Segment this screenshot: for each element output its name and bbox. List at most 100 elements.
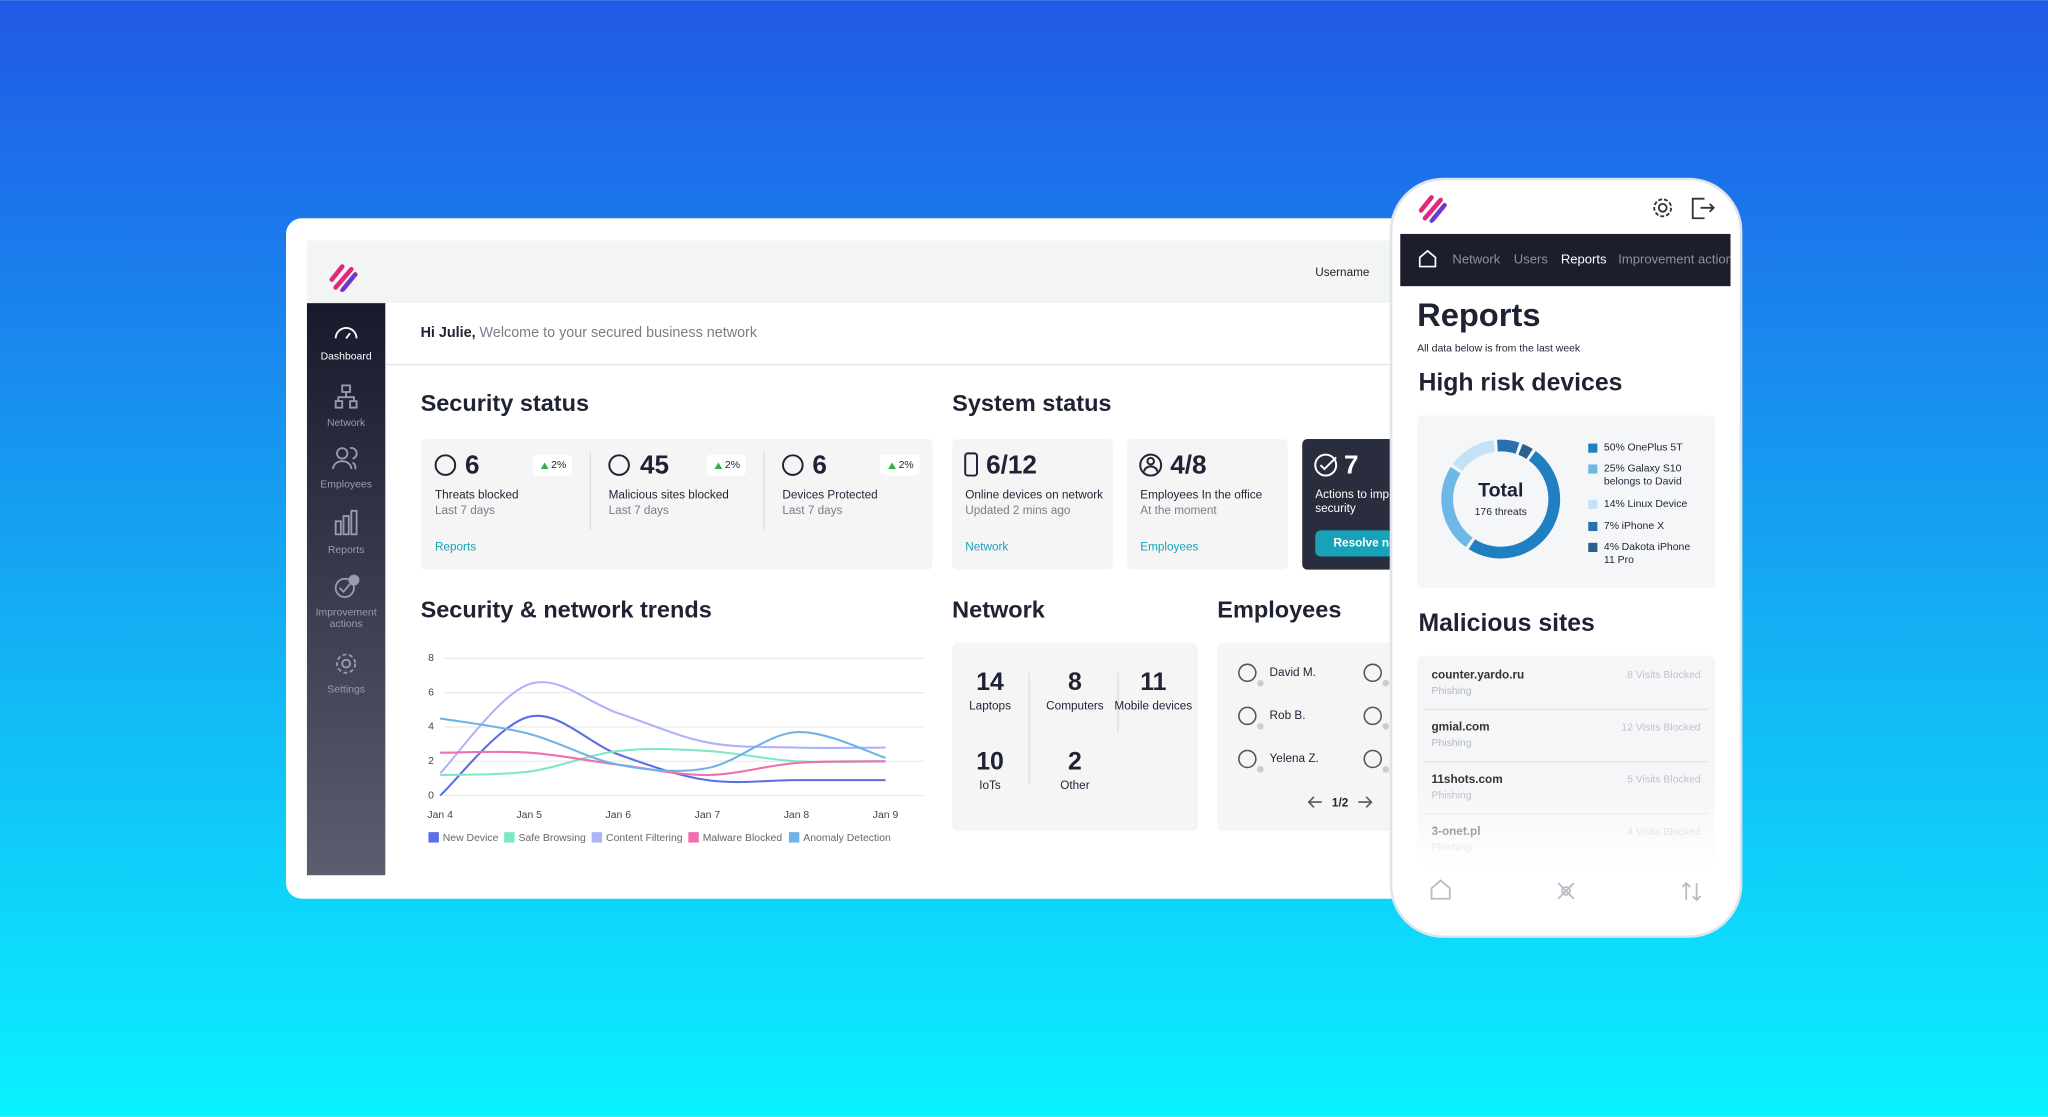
- phone-screen: Network Users Reports Improvement action…: [1400, 195, 1740, 902]
- donut-chart: 50% OnePlus 5T 25% Galaxy S10 belongs to Da…: [1441, 439, 1698, 566]
- site-name: counter.yardo.ru: [1432, 669, 1525, 682]
- site-visits: 5 Visits Blocked: [1627, 775, 1701, 786]
- legend-value: 50%: [1603, 441, 1625, 454]
- section-title: Employees: [1217, 597, 1341, 623]
- site-name: 11shots.com: [1432, 773, 1503, 786]
- nav-item[interactable]: Settings: [327, 685, 365, 696]
- page-title: Reports: [1417, 296, 1540, 333]
- page-subtitle: All data below is from the last week: [1417, 344, 1581, 355]
- sidebar-icons: [332, 327, 360, 674]
- change-badge: [880, 454, 920, 476]
- change-badge: [706, 454, 746, 476]
- change-badge: [532, 454, 573, 476]
- count-label: Other: [1060, 778, 1090, 792]
- nav-item[interactable]: Reports: [1561, 252, 1607, 267]
- logo: [329, 264, 358, 293]
- avatar: [1363, 663, 1383, 683]
- link[interactable]: Reports: [435, 541, 476, 554]
- stat-value: 45: [640, 449, 669, 479]
- nav-item[interactable]: Network: [327, 418, 366, 429]
- section-title: Malicious sites: [1418, 610, 1594, 637]
- up-arrow: [888, 462, 896, 470]
- bottom-nav[interactable]: [1430, 879, 1702, 902]
- donut-segment: [1497, 439, 1520, 454]
- home-icon[interactable]: [1418, 249, 1437, 268]
- status-dot: [1257, 679, 1264, 687]
- avatar: [1238, 663, 1257, 683]
- y-tick-label: 4: [428, 722, 434, 733]
- nav-item[interactable]: Dashboard: [321, 351, 372, 362]
- count: 11: [1140, 669, 1166, 696]
- stat-period: Last 7 days: [782, 504, 842, 517]
- x-tick-label: Jan 8: [784, 810, 810, 821]
- legend-entry: 50% OnePlus 5T: [1604, 442, 1698, 455]
- username[interactable]: Username: [1315, 266, 1370, 279]
- legend-entry: 25% Galaxy S10 belongs to David: [1604, 463, 1698, 489]
- legend-swatch: [591, 832, 603, 843]
- greeting-name: Hi Julie,: [421, 325, 476, 341]
- series-line: [439, 717, 886, 772]
- count-label-box: Computers: [1046, 698, 1104, 712]
- nav-item[interactable]: Improvement actions: [1618, 252, 1740, 267]
- stat-value: 7: [1344, 449, 1359, 479]
- series-line: [439, 714, 886, 797]
- y-tick-label: 8: [428, 653, 434, 664]
- stat-period: Last 7 days: [609, 504, 669, 517]
- chart-title: High risk devices: [1418, 370, 1622, 397]
- change: 2%: [725, 460, 740, 471]
- count-label: Computers: [1046, 698, 1104, 712]
- stat-label: Online devices on network: [965, 488, 1103, 501]
- legend-box: 4% Dakota iPhone 11 Pro: [1603, 540, 1690, 566]
- donut-segment: [1441, 467, 1473, 548]
- section-title: Network: [952, 597, 1046, 623]
- stat-period: Last 7 days: [435, 504, 495, 517]
- legend-swatch: [1588, 464, 1598, 474]
- phone-header-icons[interactable]: [1653, 197, 1715, 220]
- site-type: Phishing: [1432, 686, 1472, 697]
- employee-name: David M.: [1270, 666, 1316, 679]
- series-line: [439, 681, 886, 775]
- legend-swatch: [1588, 542, 1598, 552]
- legend-swatch: [428, 832, 439, 843]
- pagination-arrows[interactable]: [1307, 796, 1373, 808]
- count-label: Mobile devices: [1114, 698, 1193, 712]
- donut-segment: [1452, 440, 1496, 472]
- security-items: 6 2% Threats blocked Last 7 days 45 2% Malicio…: [434, 449, 920, 517]
- pagination: 1/2: [1332, 797, 1349, 810]
- link[interactable]: Employees: [1140, 541, 1198, 554]
- avatar: [1363, 706, 1383, 726]
- legend-label: Galaxy S10 belongs to David: [1603, 462, 1682, 488]
- legend-box: 14% Linux Device: [1604, 498, 1698, 511]
- system-icons: [964, 452, 1338, 477]
- y-tick-label: 6: [428, 687, 434, 698]
- button-label[interactable]: Resolve now: [1334, 537, 1407, 550]
- donut-center-sublabel: 176 threats: [1475, 507, 1527, 518]
- legend-label: Linux Device: [1627, 497, 1688, 510]
- legend-label: New Device: [443, 833, 499, 844]
- count: 2: [1068, 748, 1082, 775]
- legend-label: Malware Blocked: [703, 833, 783, 844]
- site-name: gmial.com: [1432, 721, 1490, 734]
- stat-sub: At the moment: [1140, 504, 1217, 517]
- x-tick-label: Jan 5: [516, 810, 542, 821]
- nav-item[interactable]: Improvement actions: [315, 606, 377, 630]
- stat-value: 6/12: [986, 449, 1037, 479]
- nav-item[interactable]: Network: [1452, 252, 1500, 267]
- status-dot: [1382, 679, 1390, 687]
- legend-label: OnePlus 5T: [1627, 441, 1683, 454]
- link[interactable]: Network: [965, 541, 1008, 554]
- system-card: [1127, 438, 1288, 570]
- legend-label: Safe Browsing: [519, 833, 586, 844]
- nav-item[interactable]: Reports: [328, 545, 365, 556]
- legend-value: 4%: [1603, 540, 1620, 553]
- greeting-text: Welcome to your secured business network: [480, 325, 758, 341]
- nav-item[interactable]: Employees: [320, 479, 372, 490]
- status-dot: [1382, 766, 1390, 773]
- legend-entry: 14% Linux Device: [1604, 498, 1698, 511]
- legend-swatch: [788, 832, 800, 843]
- network-items: 14 Laptops 8 Computers 11 Mobile devices 10 IoT…: [969, 669, 1193, 792]
- phone-nav: [1400, 233, 1731, 287]
- change: 2%: [551, 460, 566, 471]
- nav-item[interactable]: Users: [1514, 252, 1549, 267]
